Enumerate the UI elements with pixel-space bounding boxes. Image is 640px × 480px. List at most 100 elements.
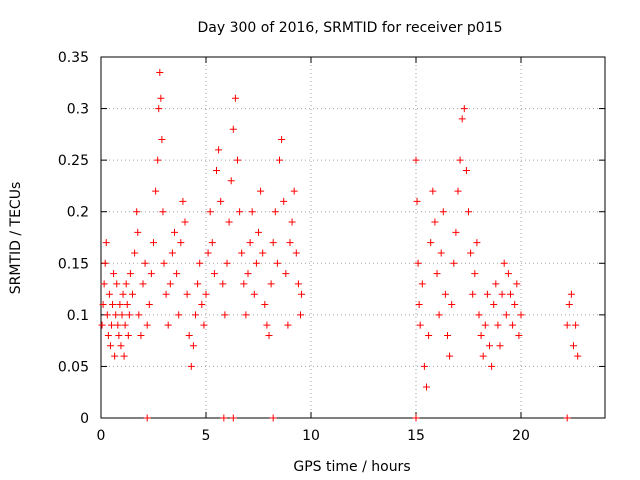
data-point — [284, 321, 292, 329]
data-point — [412, 156, 420, 164]
data-point — [418, 280, 426, 288]
data-point — [490, 301, 498, 309]
data-point — [155, 105, 163, 113]
data-point — [219, 280, 227, 288]
data-point — [204, 249, 212, 257]
data-point — [257, 187, 265, 195]
data-point — [129, 290, 136, 298]
data-point — [486, 342, 493, 350]
data-point — [483, 290, 491, 298]
x-axis-label: GPS time / hours — [293, 459, 410, 475]
data-point — [416, 321, 424, 329]
data-point — [469, 290, 477, 298]
data-point — [294, 280, 302, 288]
data-point — [157, 94, 165, 102]
data-point — [479, 352, 487, 360]
data-point — [147, 270, 155, 278]
y-tick-label: 0.35 — [58, 50, 89, 66]
data-point — [297, 311, 304, 319]
data-point — [227, 177, 235, 185]
data-point — [187, 362, 195, 370]
data-point — [509, 321, 517, 329]
data-point — [106, 342, 114, 350]
data-point — [492, 280, 500, 288]
data-point — [261, 301, 269, 309]
data-point — [177, 239, 185, 247]
data-point — [412, 414, 420, 422]
data-point — [290, 187, 298, 195]
data-point — [504, 270, 512, 278]
data-point — [208, 239, 216, 247]
data-point — [99, 301, 107, 309]
data-point — [171, 228, 178, 236]
data-point — [215, 146, 223, 154]
data-point — [572, 321, 580, 329]
data-point — [496, 342, 504, 350]
data-point — [427, 239, 435, 247]
data-point — [488, 362, 496, 370]
data-point — [517, 311, 525, 319]
data-point — [460, 105, 468, 113]
data-point — [105, 290, 113, 298]
data-point — [454, 187, 462, 195]
data-point — [134, 228, 142, 236]
data-point — [435, 311, 443, 319]
data-point — [278, 136, 286, 144]
data-point — [462, 166, 470, 174]
data-point — [164, 321, 172, 329]
data-point — [159, 208, 167, 216]
data-point — [477, 331, 485, 339]
data-point — [437, 249, 445, 257]
data-point — [123, 301, 131, 309]
data-point — [452, 228, 460, 236]
data-point — [231, 94, 239, 102]
data-point — [160, 259, 168, 267]
data-point — [196, 259, 204, 267]
data-point — [183, 290, 191, 298]
data-point — [133, 208, 141, 216]
data-point — [112, 311, 120, 319]
data-point — [206, 208, 214, 216]
data-point — [185, 331, 193, 339]
y-tick-label: 0.1 — [67, 308, 89, 324]
data-point — [113, 280, 121, 288]
data-point — [194, 280, 202, 288]
data-point — [200, 321, 208, 329]
data-point — [475, 311, 483, 319]
data-point — [280, 197, 288, 205]
data-point — [481, 321, 489, 329]
data-point — [446, 352, 454, 360]
data-point — [173, 270, 181, 278]
data-point — [189, 342, 197, 350]
data-point — [431, 218, 439, 226]
data-point — [515, 331, 523, 339]
data-point — [267, 280, 275, 288]
data-point — [255, 228, 262, 236]
data-point — [210, 270, 218, 278]
data-point — [273, 259, 281, 267]
data-point — [143, 414, 151, 422]
data-point — [125, 311, 133, 319]
data-point — [108, 321, 115, 329]
data-point — [111, 352, 119, 360]
data-point — [139, 280, 147, 288]
data-point — [563, 321, 571, 329]
plot-area-frame — [100, 56, 606, 419]
data-point — [269, 414, 277, 422]
data-point — [413, 197, 421, 205]
data-point — [574, 352, 582, 360]
data-point — [234, 156, 241, 164]
data-point — [156, 68, 164, 76]
data-point — [100, 280, 108, 288]
data-point — [250, 290, 258, 298]
x-tick-label: 0 — [97, 428, 106, 444]
data-point — [467, 249, 475, 257]
data-points — [98, 68, 582, 422]
data-point — [175, 311, 183, 319]
data-point — [498, 290, 506, 298]
data-point — [154, 156, 162, 164]
grid — [101, 57, 605, 418]
y-tick-label: 0.25 — [58, 153, 89, 169]
data-point — [143, 321, 151, 329]
data-point — [150, 239, 157, 247]
